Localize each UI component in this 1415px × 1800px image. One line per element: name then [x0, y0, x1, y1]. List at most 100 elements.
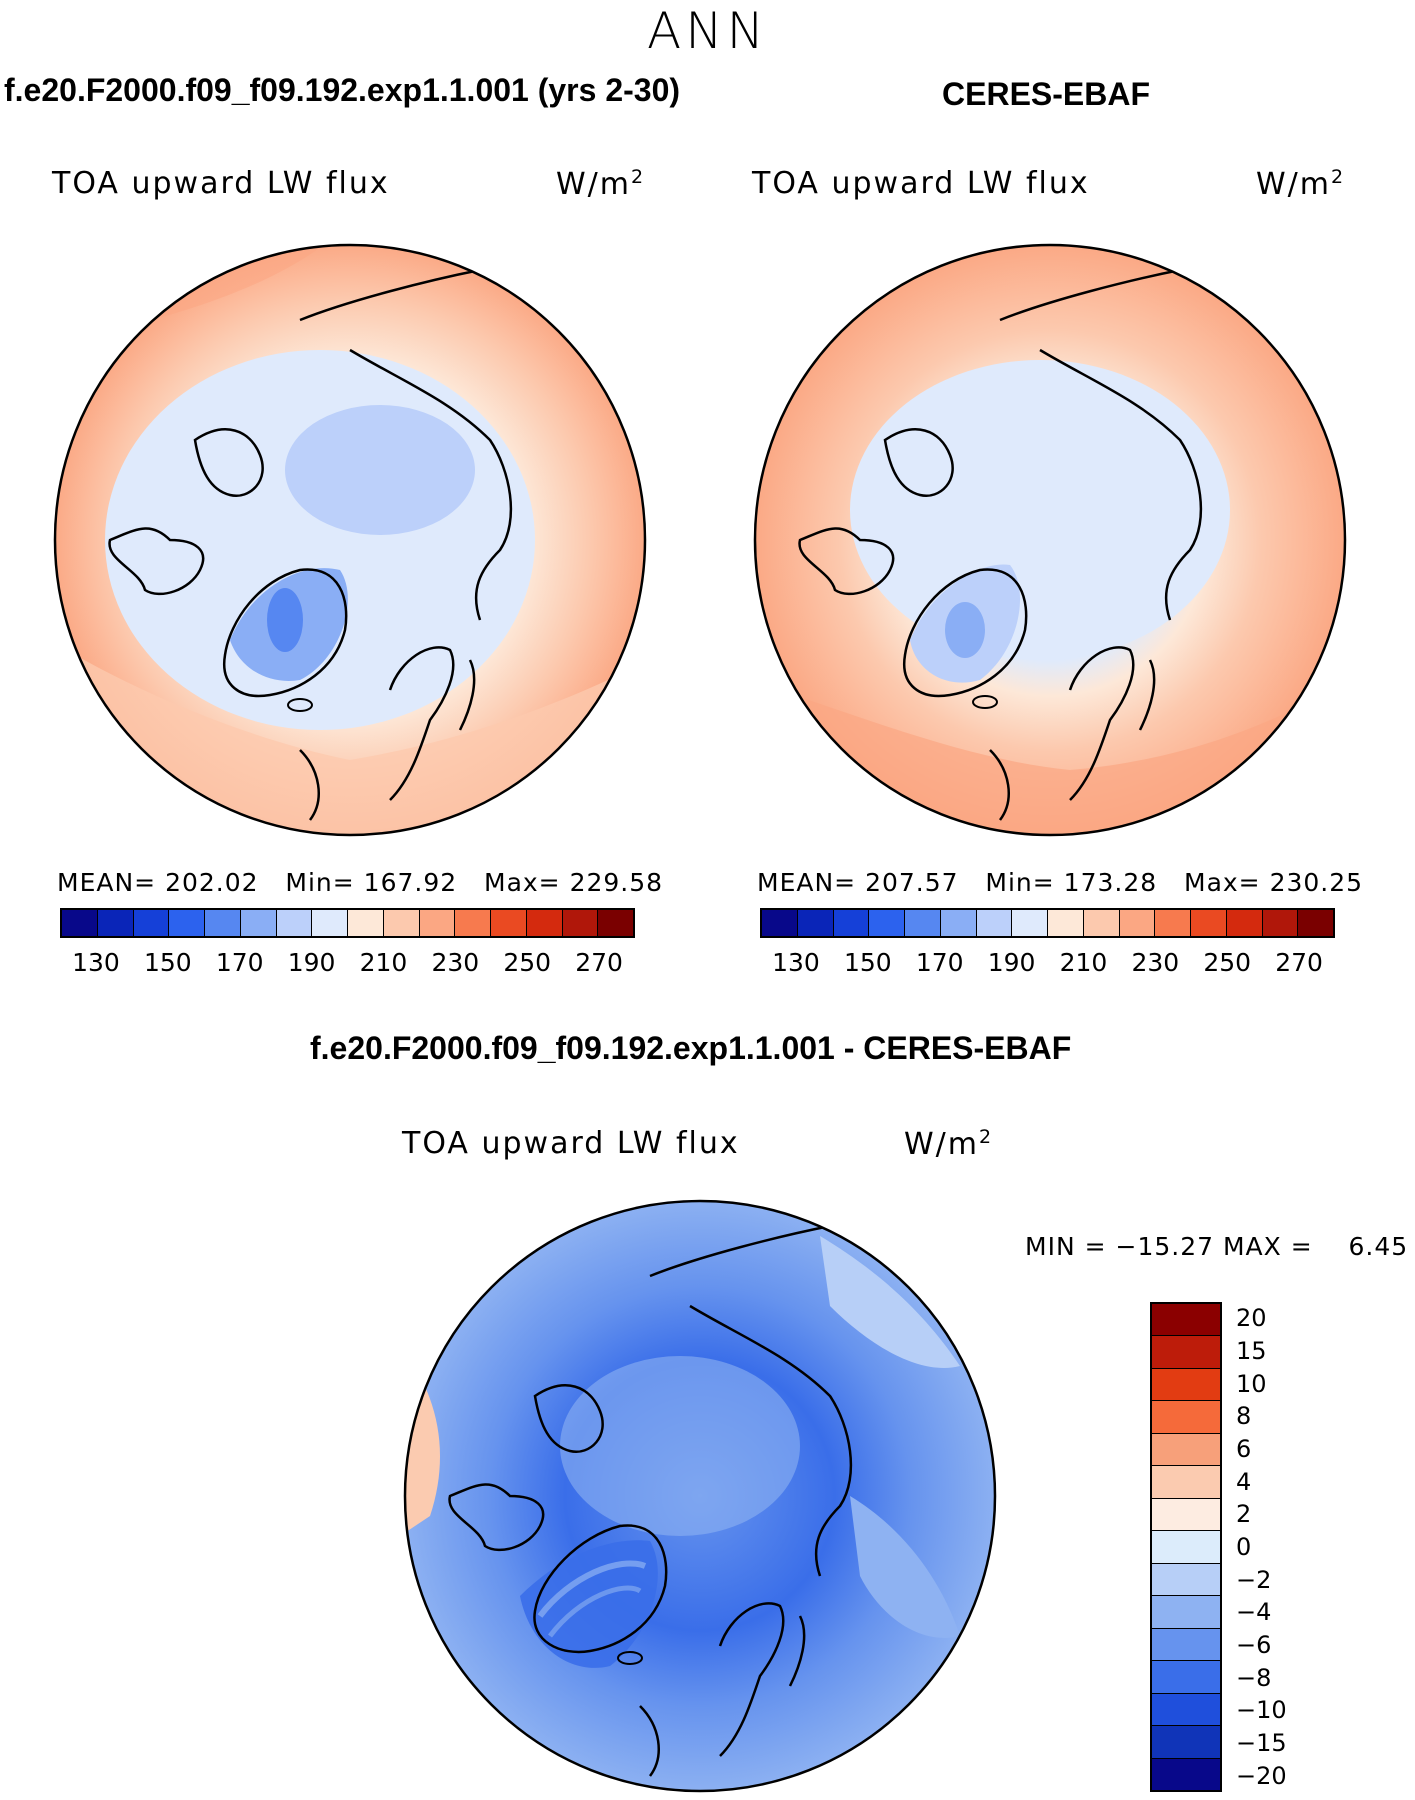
model-variable-label: TOA upward LW flux	[52, 166, 390, 201]
diff-arctic-center	[560, 1356, 800, 1536]
obs-colorbar-tick-label: 130	[772, 948, 820, 977]
obs-units-label: W/m2	[1256, 166, 1346, 202]
obs-colorbar-cell	[1262, 910, 1299, 936]
obs-colorbar-cell	[976, 910, 1013, 936]
model-colorbar-tick-label: 190	[287, 948, 336, 977]
obs-colorbar-tick-label: 150	[843, 948, 892, 977]
diff-colorbar-cell	[1152, 1726, 1220, 1759]
model-colorbar-tick-label: 250	[503, 948, 552, 977]
diff-colorbar-cell	[1152, 1466, 1220, 1499]
season-title: ANN	[646, 2, 768, 60]
model-colorbar-cell	[62, 910, 98, 936]
diff-colorbar-cell	[1152, 1498, 1220, 1532]
diff-colorbar	[1150, 1302, 1222, 1792]
diff-colorbar-tick-label: 4	[1236, 1467, 1252, 1496]
model-colorbar-cell	[169, 910, 205, 936]
obs-colorbar-cell	[1191, 910, 1227, 936]
diff-colorbar-tick-label: 0	[1236, 1533, 1252, 1561]
obs-cold-region	[850, 360, 1230, 660]
diff-colorbar-tick-label: 8	[1236, 1402, 1252, 1431]
model-colorbar-cell	[205, 910, 241, 936]
obs-colorbar-cell	[1083, 910, 1120, 936]
model-colorbar-cell	[491, 910, 527, 936]
model-polar-map	[53, 243, 647, 837]
obs-colorbar-cell	[940, 910, 977, 936]
diff-colorbar-tick-label: −8	[1236, 1663, 1272, 1692]
model-colorbar-cell	[562, 910, 599, 936]
model-colorbar-cell	[419, 910, 456, 936]
obs-colorbar-tick-label: 210	[1059, 948, 1108, 977]
diff-colorbar-tick-label: −4	[1236, 1598, 1272, 1627]
diff-colorbar-tick-label: −15	[1236, 1729, 1287, 1757]
diff-colorbar-tick-label: 10	[1236, 1369, 1267, 1398]
obs-colorbar-tick-label: 270	[1275, 948, 1323, 977]
model-colorbar-cell	[133, 910, 170, 936]
obs-colorbar-cell	[762, 910, 798, 936]
diff-colorbar-cell	[1152, 1304, 1220, 1337]
diff-colorbar-cell	[1152, 1336, 1220, 1369]
obs-stats: MEAN= 207.57 Min= 173.28 Max= 230.25	[757, 868, 1364, 897]
diff-colorbar-cell	[1152, 1433, 1220, 1467]
model-stats: MEAN= 202.02 Min= 167.92 Max= 229.58	[57, 868, 664, 897]
model-colorbar-ticks: 130 150 170 190 210 230 250 270	[60, 948, 635, 978]
obs-colorbar-cell	[797, 910, 834, 936]
diff-colorbar-tick-label: −10	[1236, 1696, 1287, 1725]
diff-colorbar-tick-label: 15	[1236, 1337, 1267, 1365]
diff-colorbar-cell	[1152, 1661, 1220, 1694]
model-panel-header: f.e20.F2000.f09_f09.192.exp1.1.001 (yrs …	[4, 72, 681, 108]
model-colorbar-tick-label: 130	[72, 948, 120, 977]
model-colorbar-cell	[598, 910, 633, 936]
model-colorbar-cell	[383, 910, 420, 936]
model-colorbar-cell	[526, 910, 563, 936]
diff-panel-header: f.e20.F2000.f09_f09.192.exp1.1.001 - CER…	[310, 1030, 1072, 1066]
diff-colorbar-ticks: 20 15 10 8 6 4 2 0 −2 −4 −6 −8 −10 −15 −20	[1236, 1302, 1316, 1792]
diff-colorbar-cell	[1152, 1563, 1220, 1597]
diff-colorbar-cell	[1152, 1758, 1220, 1791]
obs-colorbar	[760, 908, 1335, 938]
model-colorbar-cell	[348, 910, 384, 936]
model-colorbar-tick-label: 170	[215, 948, 264, 977]
obs-colorbar-cell	[1012, 910, 1048, 936]
diff-colorbar-tick-label: 20	[1236, 1304, 1267, 1333]
obs-colorbar-ticks: 130 150 170 190 210 230 250 270	[760, 948, 1335, 978]
model-colorbar-cell	[312, 910, 348, 936]
model-colorbar	[60, 908, 635, 938]
diff-colorbar-tick-label: −6	[1236, 1631, 1272, 1659]
obs-variable-label: TOA upward LW flux	[752, 166, 1090, 201]
obs-colorbar-tick-label: 170	[915, 948, 964, 977]
diff-colorbar-cell	[1152, 1693, 1220, 1727]
obs-colorbar-tick-label: 230	[1131, 948, 1180, 977]
model-colorbar-tick-label: 230	[431, 948, 480, 977]
diff-variable-label: TOA upward LW flux	[402, 1126, 740, 1161]
diff-colorbar-tick-label: −2	[1236, 1565, 1272, 1594]
obs-polar-map	[753, 243, 1347, 837]
obs-colorbar-cell	[905, 910, 941, 936]
diff-colorbar-tick-label: −20	[1236, 1761, 1287, 1790]
model-units-label: W/m2	[556, 166, 646, 202]
greenland-core	[267, 588, 303, 652]
obs-colorbar-tick-label: 250	[1203, 948, 1252, 977]
model-colorbar-tick-label: 210	[359, 948, 408, 977]
diff-colorbar-cell	[1152, 1531, 1220, 1564]
obs-colorbar-cell	[869, 910, 905, 936]
diff-stats: MIN = −15.27 MAX = 6.45	[1025, 1232, 1409, 1261]
obs-panel-header: CERES-EBAF	[942, 76, 1151, 112]
diff-colorbar-cell	[1152, 1628, 1220, 1662]
model-colorbar-tick-label: 270	[575, 948, 623, 977]
model-colorbar-cell	[240, 910, 277, 936]
model-colorbar-cell	[276, 910, 313, 936]
model-colorbar-cell	[455, 910, 491, 936]
obs-colorbar-cell	[1298, 910, 1333, 936]
diff-colorbar-cell	[1152, 1368, 1220, 1402]
diff-colorbar-cell	[1152, 1596, 1220, 1629]
model-colorbar-cell	[97, 910, 134, 936]
model-arctic-core	[285, 405, 475, 535]
obs-colorbar-cell	[1155, 910, 1191, 936]
diff-colorbar-tick-label: 2	[1236, 1500, 1252, 1529]
obs-colorbar-cell	[1119, 910, 1156, 936]
diff-units-label: W/m2	[904, 1126, 994, 1162]
diff-polar-map	[403, 1199, 997, 1793]
obs-colorbar-cell	[833, 910, 870, 936]
obs-colorbar-tick-label: 190	[987, 948, 1036, 977]
model-colorbar-tick-label: 150	[143, 948, 192, 977]
